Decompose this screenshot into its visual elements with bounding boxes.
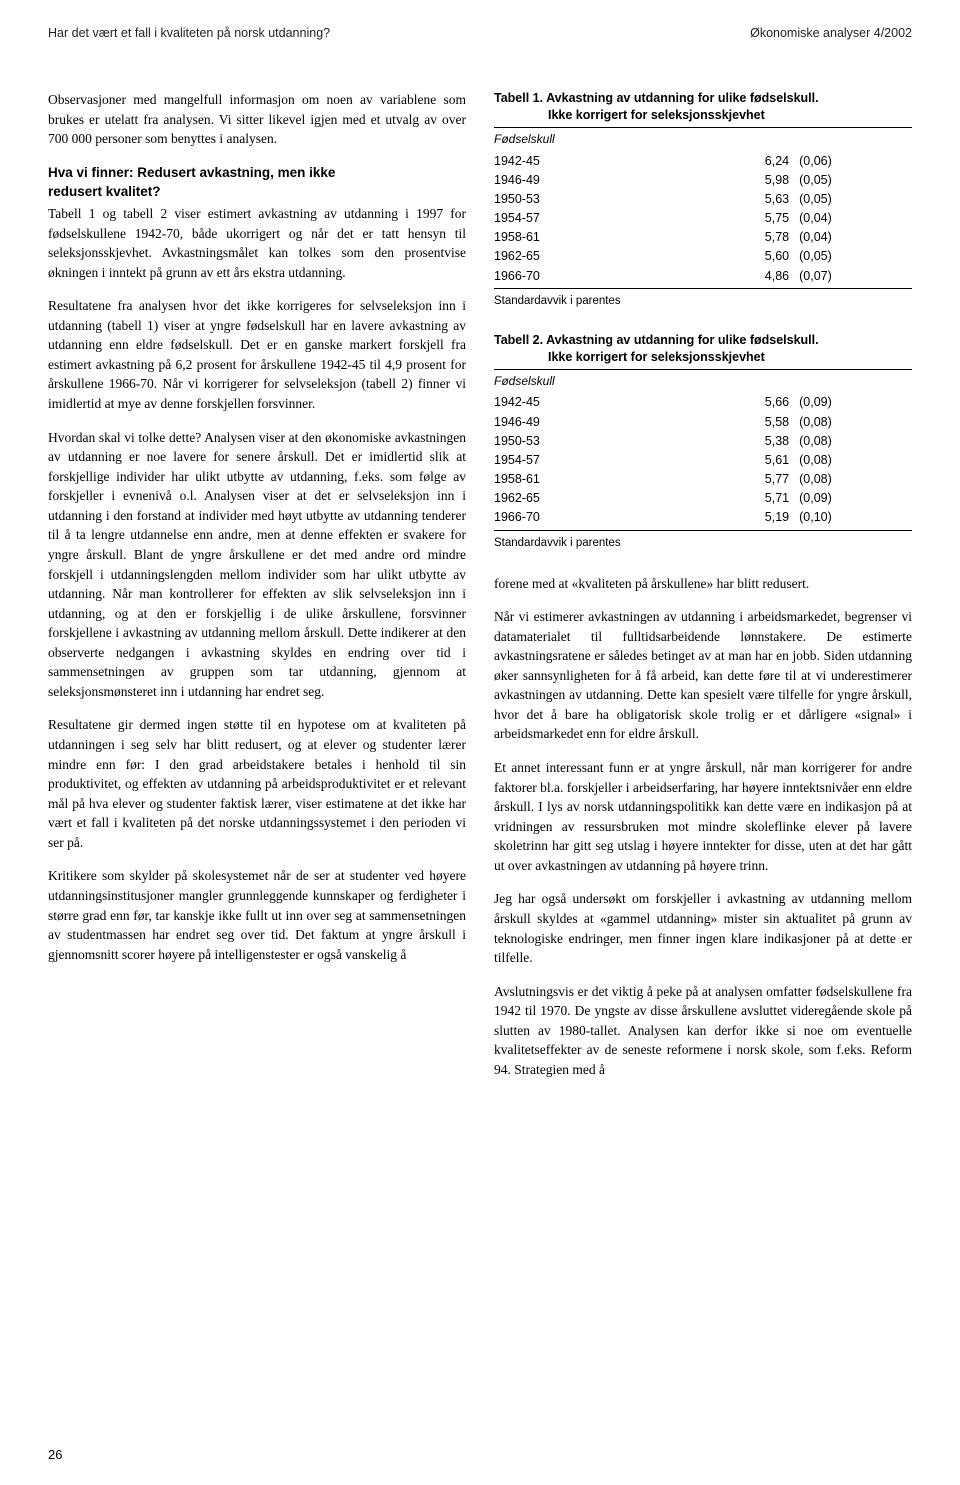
table-row: 1966-705,19(0,10) bbox=[494, 508, 912, 527]
table-row: 1962-655,60(0,05) bbox=[494, 247, 912, 266]
table-subtitle: Ikke korrigert for seleksjonsskjevhet bbox=[494, 349, 912, 366]
table-subtitle: Ikke korrigert for seleksjonsskjevhet bbox=[494, 107, 912, 124]
table-row: 1946-495,98(0,05) bbox=[494, 170, 912, 189]
table-rule bbox=[494, 127, 912, 128]
section-heading: Hva vi finner: Redusert avkastning, men … bbox=[48, 163, 466, 202]
table-row: 1946-495,58(0,08) bbox=[494, 412, 912, 431]
running-head-right: Økonomiske analyser 4/2002 bbox=[750, 24, 912, 42]
body-para: Resultatene gir dermed ingen støtte til … bbox=[48, 715, 466, 852]
table-row: 1954-575,61(0,08) bbox=[494, 450, 912, 469]
table-note: Standardavvik i parentes bbox=[494, 535, 912, 552]
page-number: 26 bbox=[48, 1446, 62, 1465]
table-column-header: Fødselskull bbox=[494, 373, 912, 390]
table-row: 1958-615,77(0,08) bbox=[494, 469, 912, 488]
table-rule bbox=[494, 369, 912, 370]
table-row: 1942-456,24(0,06) bbox=[494, 151, 912, 170]
body-para: forene med at «kvaliteten på årskullene»… bbox=[494, 574, 912, 594]
table-row: 1954-575,75(0,04) bbox=[494, 209, 912, 228]
body-para: Avslutningsvis er det viktig å peke på a… bbox=[494, 982, 912, 1080]
body-para: Resultatene fra analysen hvor det ikke k… bbox=[48, 296, 466, 413]
table-row: 1958-615,78(0,04) bbox=[494, 228, 912, 247]
table-rule bbox=[494, 288, 912, 289]
table-rule bbox=[494, 530, 912, 531]
body-para: Tabell 1 og tabell 2 viser estimert avka… bbox=[48, 204, 466, 282]
body-para: Hvordan skal vi tolke dette? Analysen vi… bbox=[48, 428, 466, 702]
body-para: Kritikere som skylder på skolesystemet n… bbox=[48, 866, 466, 964]
table-row: 1950-535,38(0,08) bbox=[494, 431, 912, 450]
table-1: Tabell 1. Avkastning av utdanning for ul… bbox=[494, 90, 912, 310]
body-para: Når vi estimerer avkastningen av utdanni… bbox=[494, 607, 912, 744]
right-column: Tabell 1. Avkastning av utdanning for ul… bbox=[494, 90, 912, 1093]
table-2: Tabell 2. Avkastning av utdanning for ul… bbox=[494, 332, 912, 552]
table-row: 1942-455,66(0,09) bbox=[494, 393, 912, 412]
body-para: Jeg har også undersøkt om forskjeller i … bbox=[494, 889, 912, 967]
table-title: Tabell 2. Avkastning av utdanning for ul… bbox=[494, 333, 819, 347]
table-row: 1966-704,86(0,07) bbox=[494, 266, 912, 285]
table-body: 1942-456,24(0,06) 1946-495,98(0,05) 1950… bbox=[494, 151, 912, 285]
running-head-left: Har det vært et fall i kvaliteten på nor… bbox=[48, 24, 330, 42]
table-title: Tabell 1. Avkastning av utdanning for ul… bbox=[494, 91, 819, 105]
table-column-header: Fødselskull bbox=[494, 131, 912, 148]
body-para: Observasjoner med mangelfull informasjon… bbox=[48, 90, 466, 149]
body-para: Et annet interessant funn er at yngre år… bbox=[494, 758, 912, 875]
table-body: 1942-455,66(0,09) 1946-495,58(0,08) 1950… bbox=[494, 393, 912, 527]
table-row: 1962-655,71(0,09) bbox=[494, 489, 912, 508]
table-row: 1950-535,63(0,05) bbox=[494, 190, 912, 209]
left-column: Observasjoner med mangelfull informasjon… bbox=[48, 90, 466, 1093]
table-note: Standardavvik i parentes bbox=[494, 293, 912, 310]
